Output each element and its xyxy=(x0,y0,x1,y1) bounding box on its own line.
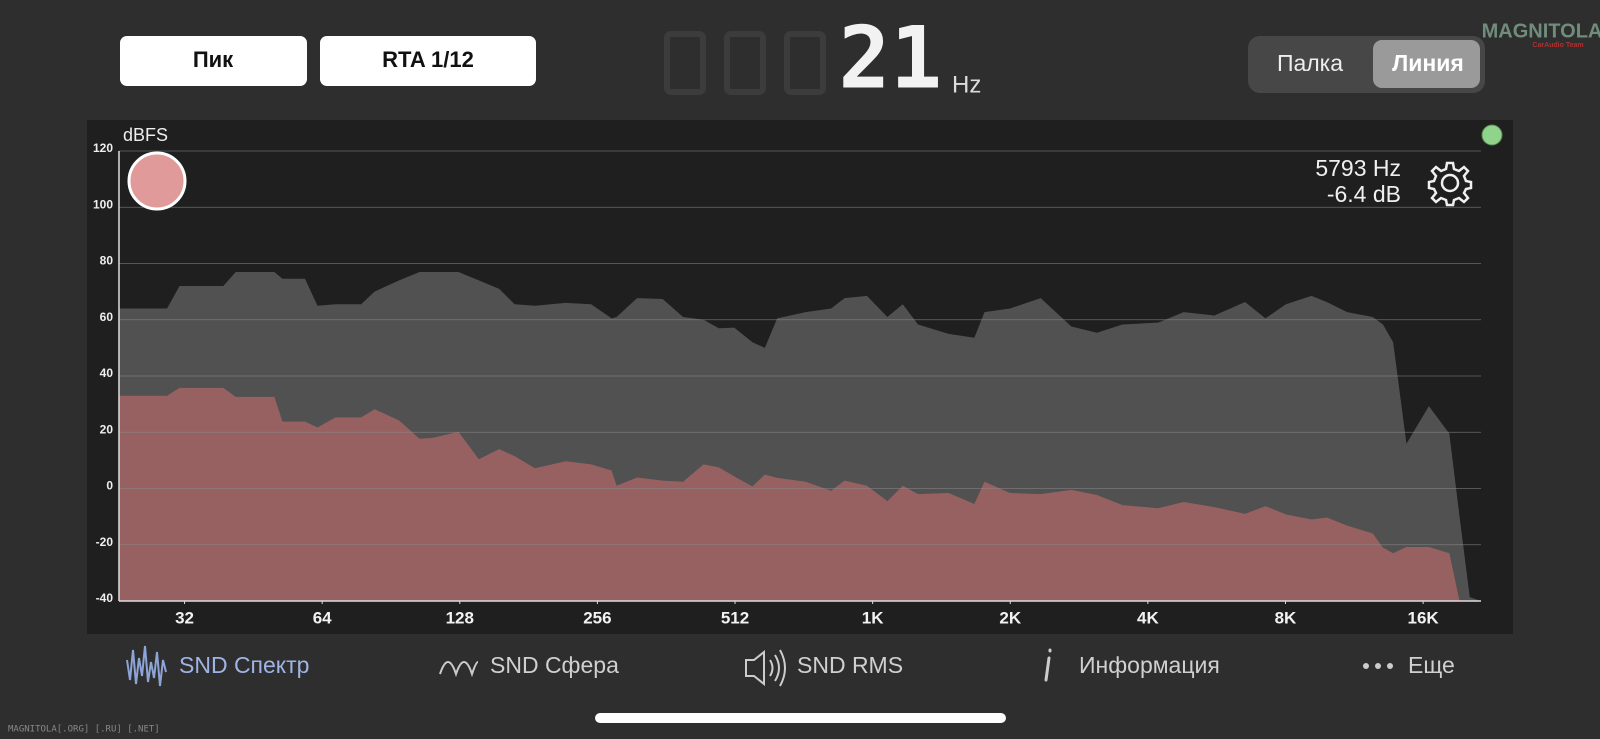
watermark: MAGNITOLA[.ORG] [.RU] [.NET] xyxy=(8,725,160,735)
y-tick-label: 20 xyxy=(100,422,114,436)
dot xyxy=(1375,663,1381,669)
tab-icon-rms[interactable] xyxy=(745,649,786,687)
settings-gear[interactable] xyxy=(1427,161,1473,207)
logo-team: CarAudio Team xyxy=(1532,42,1583,49)
tab-label[interactable]: Информация xyxy=(1079,652,1220,678)
y-tick-label: 40 xyxy=(100,366,114,380)
y-tick-label: -40 xyxy=(96,591,114,605)
y-tick-label: 80 xyxy=(100,254,114,268)
x-tick-label: 1K xyxy=(862,608,884,627)
tab-label[interactable]: SND RMS xyxy=(797,652,903,678)
rta-button[interactable]: RTA 1/12 xyxy=(320,36,536,86)
ghost-digit xyxy=(784,31,826,95)
tab-label[interactable]: SND Сфера xyxy=(490,652,619,678)
dot xyxy=(1363,663,1369,669)
ghost-digit xyxy=(664,31,706,95)
spectrum-area xyxy=(119,387,1481,601)
home-indicator xyxy=(595,713,1006,723)
gear-outline xyxy=(1427,161,1473,207)
frequency-digits: 21 xyxy=(838,8,942,108)
y-tick-label: 100 xyxy=(93,197,113,211)
toggle[interactable]: Палка Линия xyxy=(1277,40,1480,88)
x-tick-label: 32 xyxy=(175,608,194,627)
x-tick-label: 4K xyxy=(1137,608,1159,627)
tab-icon-sphere[interactable] xyxy=(439,661,479,678)
x-tick-label: 128 xyxy=(446,608,474,627)
y-tick-label: 60 xyxy=(100,310,114,324)
tab-bar: SND Спектр SND Сфера SND RMS Информация Еще xyxy=(179,652,1455,678)
peak-button[interactable]: Пик xyxy=(120,36,307,86)
logo-name: MAGNITOLA xyxy=(1482,20,1600,42)
tab-icon-spectrum[interactable] xyxy=(126,645,167,687)
tab-icon-more[interactable] xyxy=(1363,663,1393,669)
y-tick-label: 0 xyxy=(106,479,113,493)
y-tick-label: -20 xyxy=(96,535,114,549)
button-bg xyxy=(320,36,536,86)
readout-level: -6.4 dB xyxy=(1327,181,1401,207)
y-axis-label: dBFS xyxy=(123,125,168,145)
x-tick-label: 8K xyxy=(1275,608,1297,627)
x-tick-label: 256 xyxy=(583,608,611,627)
status-led xyxy=(1481,124,1503,146)
tab-label[interactable]: Еще xyxy=(1408,652,1455,678)
ghost-digits xyxy=(664,31,826,95)
gear-hole xyxy=(1440,173,1460,193)
tab-label[interactable]: SND Спектр xyxy=(179,652,309,678)
toggle-active-bg xyxy=(1373,40,1480,88)
button-label[interactable]: RTA 1/12 xyxy=(382,47,474,72)
plot: -40 -20 0 20 40 60 80 100 120 32 64 128 256 512 1K 2K 4K… xyxy=(93,141,1481,627)
x-tick-label: 64 xyxy=(313,608,332,627)
button-label[interactable]: Пик xyxy=(193,47,234,72)
x-tick-label: 2K xyxy=(999,608,1021,627)
x-tick-label: 16K xyxy=(1407,608,1439,627)
y-tick-label: 120 xyxy=(93,141,113,155)
frequency-unit: Hz xyxy=(952,71,981,98)
dot xyxy=(1387,663,1393,669)
button-bg xyxy=(120,36,307,86)
readout-frequency: 5793 Hz xyxy=(1315,155,1401,181)
x-tick-label: 512 xyxy=(721,608,749,627)
record-button[interactable] xyxy=(127,151,187,211)
toggle-option[interactable]: Линия xyxy=(1392,50,1464,76)
toggle-option[interactable]: Палка xyxy=(1277,50,1343,76)
ghost-digit xyxy=(724,31,766,95)
tab-icon-info[interactable] xyxy=(1044,648,1052,682)
